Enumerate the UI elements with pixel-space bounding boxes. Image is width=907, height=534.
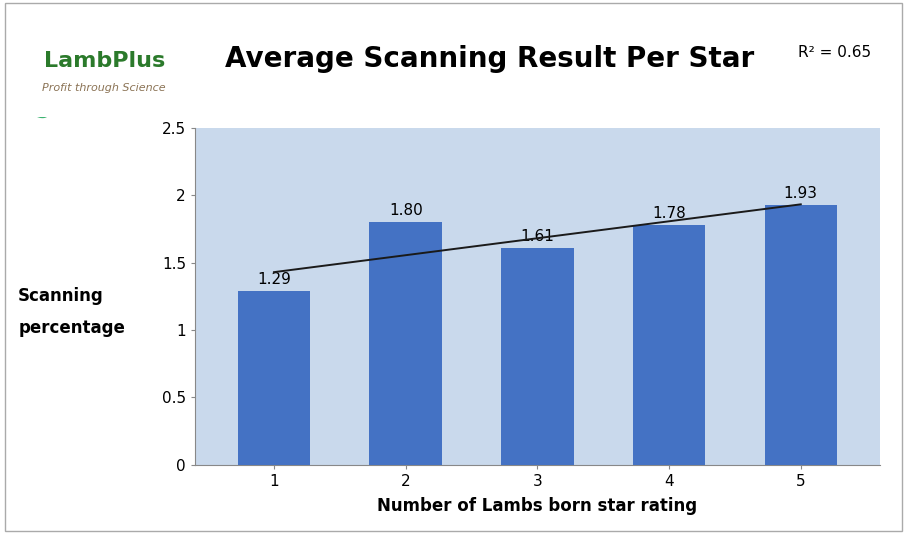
Text: Profit through Science: Profit through Science <box>43 83 166 93</box>
Polygon shape <box>14 11 76 117</box>
Text: R² = 0.65: R² = 0.65 <box>797 45 871 60</box>
Text: 1.93: 1.93 <box>784 186 818 201</box>
Text: 1.61: 1.61 <box>521 229 554 244</box>
Text: Average Scanning Result Per Star: Average Scanning Result Per Star <box>225 45 755 73</box>
Bar <box>369 222 442 465</box>
Bar <box>502 248 573 465</box>
Text: 1.80: 1.80 <box>389 203 423 218</box>
Text: 1.78: 1.78 <box>652 206 686 221</box>
Bar <box>765 205 837 465</box>
Text: 1.29: 1.29 <box>257 272 291 287</box>
X-axis label: Number of Lambs born star rating: Number of Lambs born star rating <box>377 497 697 515</box>
Bar <box>633 225 706 465</box>
Text: LambPlus: LambPlus <box>44 51 165 70</box>
Text: Scanning: Scanning <box>18 287 104 305</box>
Text: percentage: percentage <box>18 319 125 337</box>
Bar <box>238 291 310 465</box>
